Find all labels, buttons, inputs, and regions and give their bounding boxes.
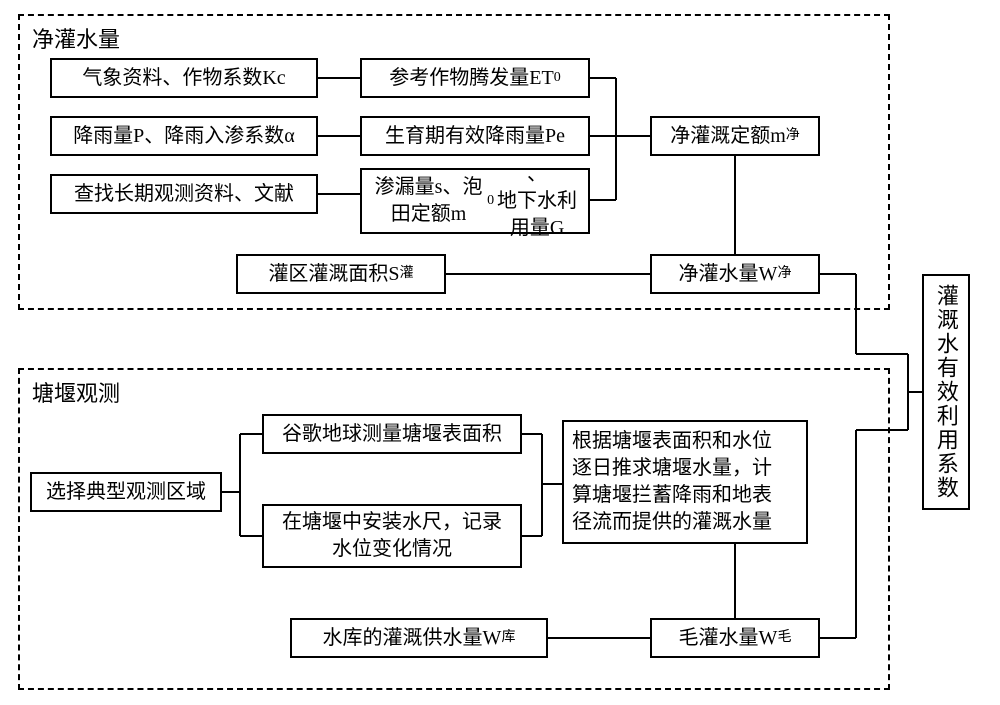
box-compute-pond-volume: 根据塘堰表面积和水位逐日推求塘堰水量，计算塘堰拦蓄降雨和地表径流而提供的灌溉水量 — [562, 420, 808, 544]
box-google-earth-area: 谷歌地球测量塘堰表面积 — [262, 414, 522, 454]
box-w-net: 净灌水量W净 — [650, 254, 820, 294]
box-select-region: 选择典型观测区域 — [30, 472, 222, 512]
box-meteorology-kc: 气象资料、作物系数Kc — [50, 58, 318, 98]
box-s-irrigation-area: 灌区灌溉面积S灌 — [236, 254, 446, 294]
group-net-irrigation-label: 净灌水量 — [30, 22, 122, 54]
group-pond-observation-label: 塘堰观测 — [30, 376, 122, 408]
box-et0: 参考作物腾发量ET0 — [360, 58, 590, 98]
box-m-net: 净灌溉定额m净 — [650, 116, 820, 156]
box-efficiency-coefficient: 灌溉水有效利用系数 — [922, 274, 970, 510]
box-pe: 生育期有效降雨量Pe — [360, 116, 590, 156]
box-s-m0-g: 渗漏量s、泡田定额m0、地下水利用量G — [360, 168, 590, 234]
box-w-reservoir: 水库的灌溉供水量W库 — [290, 618, 548, 658]
box-rainfall-alpha: 降雨量P、降雨入渗系数α — [50, 116, 318, 156]
box-w-gross: 毛灌水量W毛 — [650, 618, 820, 658]
box-water-gauge: 在塘堰中安装水尺，记录水位变化情况 — [262, 504, 522, 568]
box-longterm-docs: 查找长期观测资料、文献 — [50, 174, 318, 214]
